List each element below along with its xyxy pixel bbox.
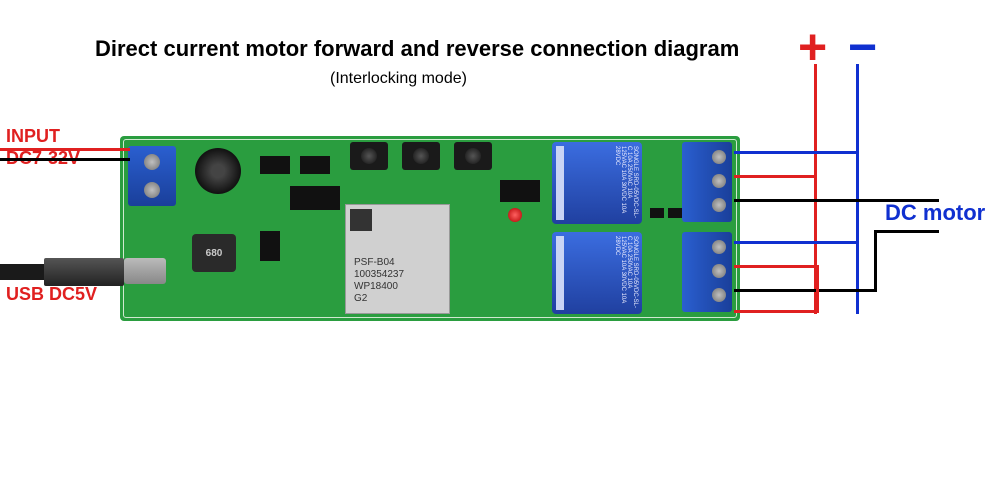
diagram-subtitle: (Interlocking mode)	[330, 70, 467, 88]
input-dc-label-1: INPUT	[6, 126, 60, 147]
output-terminal-2	[682, 232, 732, 312]
wire-com2-v	[874, 230, 877, 292]
ic-2	[300, 156, 330, 174]
ic-3	[290, 186, 340, 210]
relay-2: SONGLE SRD-05VDC-SL-C 10A 250VAC 10A 125…	[552, 232, 642, 314]
driver-2	[668, 208, 682, 218]
wire-r2-neg	[734, 241, 858, 244]
status-led-icon	[508, 208, 522, 222]
plus-icon: +	[798, 18, 827, 76]
wire-r1-pos	[734, 175, 816, 178]
inductor: 680	[192, 234, 236, 272]
button-1[interactable]	[350, 142, 388, 170]
wifi-module-label: PSF-B04 100354237 WP18400 G2	[354, 257, 404, 305]
output-terminal-1	[682, 142, 732, 222]
wire-com2-h	[734, 289, 876, 292]
driver-1	[650, 208, 664, 218]
minus-icon: −	[848, 18, 877, 76]
ic-1	[260, 156, 290, 174]
wifi-module: PSF-B04 100354237 WP18400 G2	[345, 204, 450, 314]
wire-com1-h	[734, 199, 939, 202]
ic-4	[500, 180, 540, 202]
ic-5	[260, 231, 280, 261]
button-3[interactable]	[454, 142, 492, 170]
capacitor	[195, 148, 241, 194]
diagram-title: Direct current motor forward and reverse…	[95, 36, 739, 62]
usb-port	[124, 258, 166, 284]
dc-motor-label: DC motor	[885, 200, 985, 226]
wire-power-red	[0, 148, 130, 151]
wire-com2-h2	[874, 230, 939, 233]
wire-r1-neg	[734, 151, 858, 154]
input-usb-label-2: USB DC5V	[6, 284, 97, 305]
wire-neg-rail	[856, 64, 859, 314]
usb-cable	[0, 264, 50, 280]
wire-r2-pos-tail	[734, 310, 816, 313]
usb-plug	[44, 258, 124, 286]
pcb-board: 680 PSF-B04 100354237 WP18400 G2 SONGLE …	[120, 136, 740, 321]
power-terminal	[128, 146, 176, 206]
relay-1: SONGLE SRD-05VDC-SL-C 10A 250VAC 10A 125…	[552, 142, 642, 224]
wire-r2-neg-tail	[816, 265, 819, 313]
button-2[interactable]	[402, 142, 440, 170]
wire-r2-pos	[734, 265, 816, 268]
wire-power-black	[0, 158, 130, 161]
